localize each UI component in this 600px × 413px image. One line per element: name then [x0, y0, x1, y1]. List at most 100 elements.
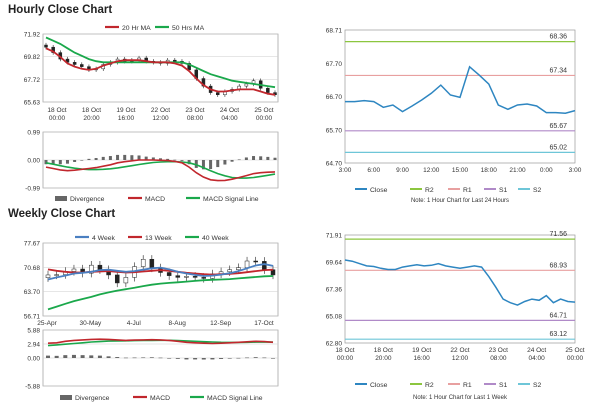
- weekly-candle-body: [236, 267, 241, 270]
- weekly-divergence-bar: [71, 354, 76, 358]
- hourly-macd-y-tick: -0.99: [25, 186, 40, 193]
- hourly-macd-line: [45, 159, 276, 182]
- hourly-divergence-bar: [180, 160, 184, 161]
- weekly-hourly-x-tick-time: 00:00: [337, 355, 354, 362]
- hourly-divergence-bar: [137, 155, 141, 160]
- weekly-macd-y-tick: 2.94: [27, 342, 40, 349]
- hourly-24h-x-tick: 3:00: [569, 167, 582, 174]
- hourly-macd-y-tick: 0.99: [27, 130, 40, 137]
- weekly-candle-body: [262, 261, 267, 270]
- hourly-divergence-bar: [159, 158, 162, 160]
- weekly-hourly-y-tick: 62.80: [326, 341, 343, 348]
- weekly-hourly-legend-r2-label: R2: [425, 382, 434, 389]
- hourly-divergence-bar: [123, 154, 127, 160]
- weekly-divergence-bar: [245, 357, 250, 359]
- weekly-macd-y-tick: 5.88: [27, 328, 40, 335]
- hourly-divergence-bar: [259, 156, 263, 160]
- hourly-x-tick-date: 19 Oct: [116, 107, 135, 114]
- weekly-candle-body: [244, 260, 250, 268]
- weekly-hourly-x-tick-time: 04:00: [529, 355, 546, 362]
- hourly-candle-body: [266, 88, 270, 93]
- weekly-candle-body: [89, 264, 94, 274]
- weekly-candle-body: [166, 272, 172, 276]
- weekly-candle-body: [184, 276, 189, 278]
- hourly-24h-x-tick: 0:00: [540, 167, 553, 174]
- weekly-divergence-bar: [201, 358, 206, 360]
- weekly-section-title: Weekly Close Chart: [8, 208, 116, 220]
- hourly-divergence-bar: [252, 156, 256, 160]
- hourly-x-tick-date: 18 Oct: [47, 107, 66, 114]
- weekly-4wk-line: [47, 263, 274, 281]
- weekly-40wk-line: [47, 275, 274, 311]
- hourly-divergence-bar: [51, 160, 55, 165]
- hourly-y-tick: 71.92: [24, 32, 41, 39]
- hourly-24h-legend-s1-label: S1: [499, 187, 508, 194]
- weekly-divergence-bar: [253, 357, 258, 358]
- hourly-legend-divergence-swatch: [55, 196, 67, 201]
- weekly-hourly-x-tick-date: 18 Oct: [374, 347, 393, 354]
- hourly-divergence-bar: [108, 156, 112, 160]
- weekly-divergence-bar: [46, 355, 50, 358]
- weekly-legend-macd-label: MACD: [150, 395, 170, 402]
- weekly-divergence-bar: [132, 357, 137, 359]
- hourly-divergence-bar: [173, 159, 177, 161]
- weekly-x-tick: 25-Apr: [37, 320, 57, 327]
- weekly-divergence-bar: [97, 355, 102, 358]
- weekly-divergence-bar: [236, 357, 241, 359]
- hourly-divergence-bar: [244, 157, 248, 160]
- weekly-hourly-note: Note: 1 Hour Chart for Last 1 Week: [413, 395, 508, 401]
- weekly-divergence-bar: [193, 358, 198, 360]
- weekly-divergence-bar: [54, 355, 59, 358]
- hourly-divergence-bar: [166, 158, 170, 160]
- hourly-candle-body: [216, 92, 220, 96]
- weekly-hourly-x-tick-time: 16:00: [414, 355, 431, 362]
- hourly-24h-y-tick: 68.71: [326, 28, 343, 35]
- weekly-divergence-bar: [149, 357, 154, 358]
- weekly-divergence-bar: [80, 355, 85, 358]
- hourly-x-tick-date: 24 Oct: [220, 107, 239, 114]
- hourly-24h-level-label-s2: 65.02: [549, 144, 567, 151]
- weekly-x-tick: 4-Jul: [127, 320, 142, 327]
- hourly-divergence-bar: [65, 160, 69, 164]
- weekly-divergence-bar: [106, 356, 111, 358]
- weekly-hourly-x-tick-time: 20:00: [375, 355, 392, 362]
- hourly-divergence-bar: [130, 155, 134, 160]
- hourly-x-tick-date: 22 Oct: [151, 107, 170, 114]
- weekly-hourly-legend-s1-label: S1: [499, 382, 508, 389]
- hourly-x-tick-date: 25 Oct: [254, 107, 273, 114]
- weekly-hourly-legend-r1-label: R1: [463, 382, 472, 389]
- weekly-candle-body: [45, 274, 51, 278]
- hourly-legend-signal-label: MACD Signal Line: [203, 196, 259, 203]
- hourly-candle-body: [72, 62, 77, 65]
- hourly-divergence-bar: [116, 154, 120, 160]
- weekly-candle-body: [54, 274, 59, 276]
- weekly-hourly-legend-close-label: Close: [370, 382, 388, 389]
- hourly-x-tick-date: 23 Oct: [185, 107, 204, 114]
- hourly-divergence-bar: [58, 160, 62, 165]
- hourly-candle-body: [244, 83, 249, 87]
- hourly-x-tick-time: 16:00: [118, 115, 135, 122]
- weekly-divergence-bar: [123, 357, 128, 359]
- weekly-candle-body: [253, 260, 258, 263]
- hourly-24h-legend-close-label: Close: [370, 187, 388, 194]
- hourly-candle-body: [80, 64, 84, 67]
- weekly-divergence-bar: [184, 358, 189, 360]
- hourly-24h-x-tick: 3:00: [339, 167, 352, 174]
- weekly-hourly-frame: [344, 234, 576, 344]
- hourly-x-tick-time: 00:00: [256, 115, 273, 122]
- hourly-section-title: Hourly Close Chart: [8, 4, 113, 16]
- weekly-divergence-bar: [210, 358, 215, 360]
- weekly-candle-body: [175, 275, 181, 278]
- weekly-legend-4wk-label: 4 Week: [92, 235, 116, 242]
- hourly-legend-divergence-label: Divergence: [70, 196, 105, 203]
- weekly-candle-body: [149, 259, 155, 269]
- weekly-legend-40wk-label: 40 Week: [202, 235, 229, 242]
- hourly-divergence-bar: [209, 160, 213, 170]
- weekly-y-tick: 70.68: [24, 265, 41, 272]
- weekly-divergence-bar: [271, 358, 275, 359]
- hourly-y-tick: 69.82: [24, 54, 41, 61]
- hourly-24h-level-label-s1: 65.67: [549, 123, 567, 130]
- weekly-candle-body: [227, 269, 232, 273]
- hourly-divergence-bar: [73, 160, 77, 162]
- weekly-y-tick: 77.67: [24, 241, 41, 248]
